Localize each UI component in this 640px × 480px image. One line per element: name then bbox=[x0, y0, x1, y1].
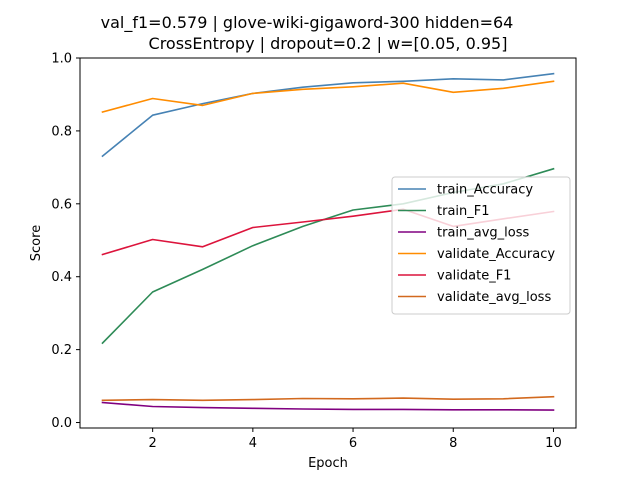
x-axis-label: Epoch bbox=[308, 456, 348, 471]
x-tick-label: 8 bbox=[449, 436, 457, 451]
chart-title-line2: CrossEntropy | dropout=0.2 | w=[0.05, 0.… bbox=[149, 34, 508, 53]
legend-label-train-accuracy: train_Accuracy bbox=[437, 183, 533, 198]
y-tick-label: 1.0 bbox=[51, 52, 72, 67]
y-tick-label: 0.4 bbox=[51, 270, 72, 285]
chart-title-line1: val_f1=0.579 | glove-wiki-gigaword-300 h… bbox=[101, 13, 514, 33]
series-line-train-avg-loss bbox=[101, 401, 555, 411]
series-line-train-accuracy bbox=[101, 72, 555, 158]
y-axis-label: Score bbox=[29, 225, 44, 261]
x-tick-label: 2 bbox=[149, 436, 157, 451]
legend-label-validate-f1: validate_F1 bbox=[437, 269, 511, 284]
x-tick-label: 6 bbox=[349, 436, 357, 451]
x-tick-label: 10 bbox=[545, 436, 562, 451]
x-axis: 2 4 6 8 10 bbox=[149, 428, 562, 451]
legend-label-train-avg-loss: train_avg_loss bbox=[437, 226, 530, 241]
legend-label-train-f1: train_F1 bbox=[437, 204, 490, 219]
y-tick-label: 0.6 bbox=[51, 197, 72, 212]
series-layer bbox=[101, 72, 555, 411]
y-axis: 0.0 0.2 0.4 0.6 0.8 1.0 bbox=[51, 52, 80, 431]
legend-label-validate-accuracy: validate_Accuracy bbox=[437, 247, 555, 262]
legend: train_Accuracy train_F1 train_avg_lossvali… bbox=[391, 176, 571, 315]
chart-title: val_f1=0.579 | glove-wiki-gigaword-300 h… bbox=[101, 13, 514, 53]
series-line-validate-accuracy bbox=[101, 80, 555, 113]
legend-label-validate-avg-loss: validate_avg_loss bbox=[437, 290, 551, 305]
x-tick-label: 4 bbox=[249, 436, 257, 451]
legend-box bbox=[391, 176, 571, 315]
plot-area-frame bbox=[79, 57, 577, 429]
y-tick-label: 0.2 bbox=[51, 343, 72, 358]
series-line-validate-avg-loss bbox=[101, 395, 555, 402]
y-tick-label: 0.8 bbox=[51, 124, 72, 139]
y-tick-label: 0.0 bbox=[51, 416, 72, 431]
